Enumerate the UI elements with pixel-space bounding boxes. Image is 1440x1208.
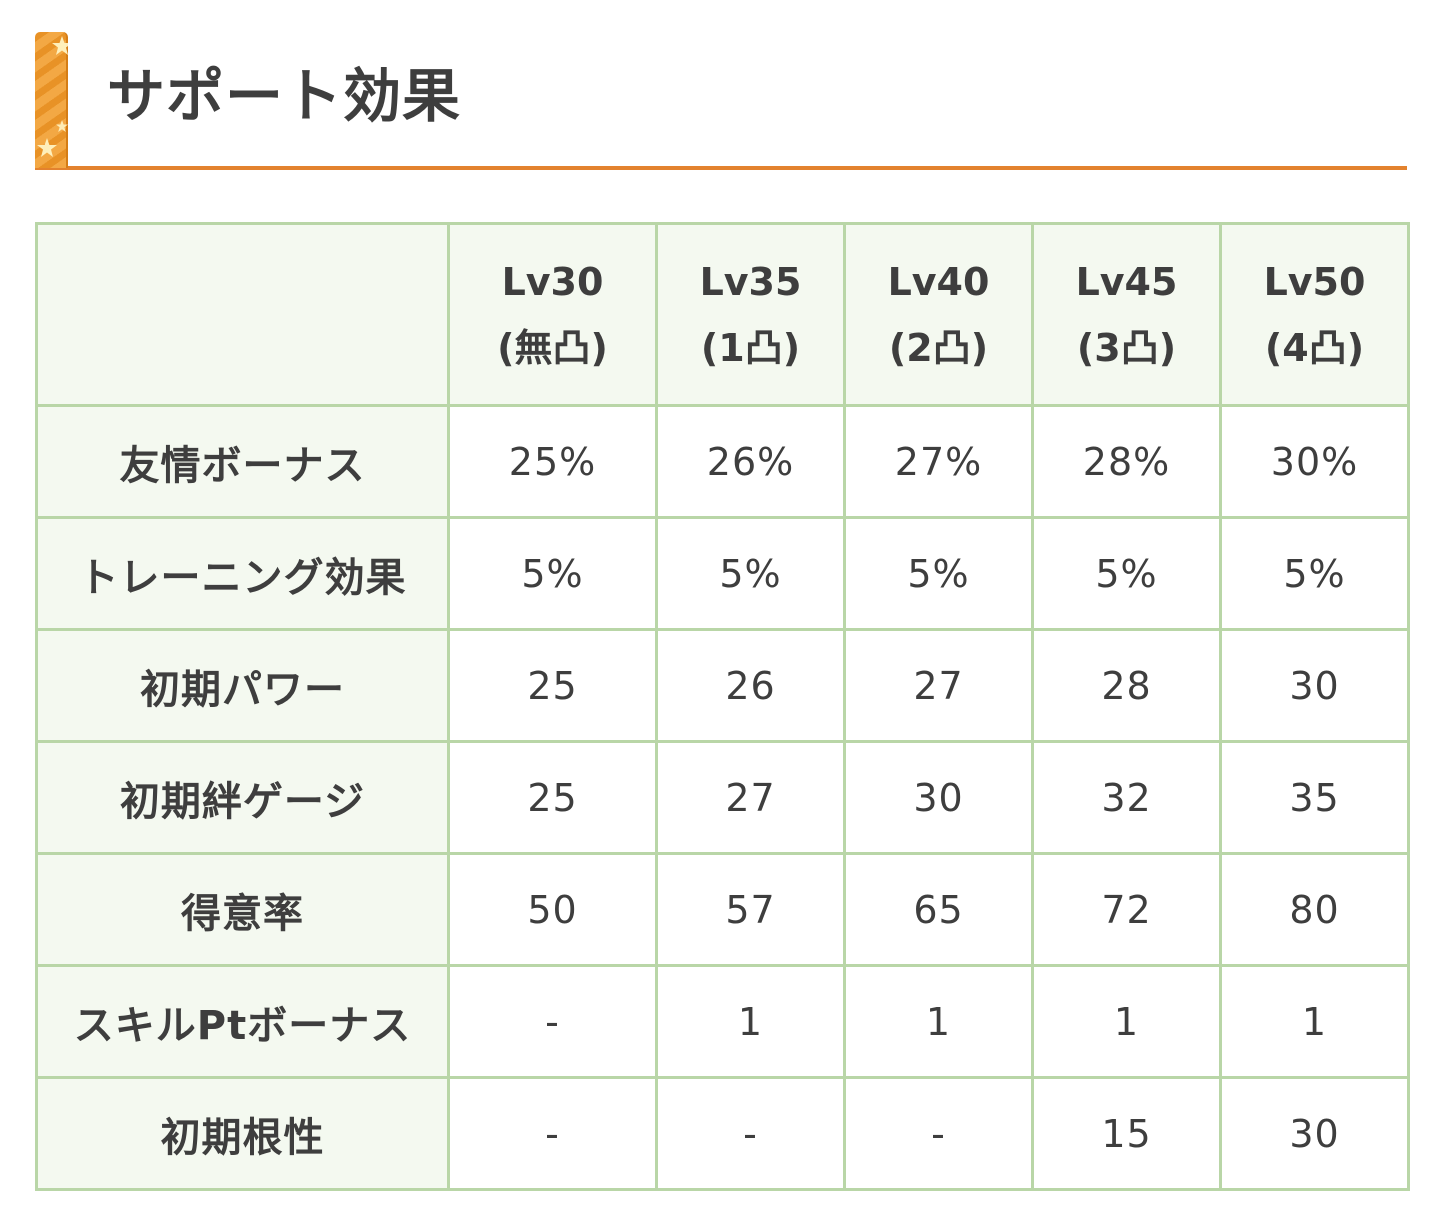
table-cell: 1 xyxy=(655,964,846,1079)
table-cell: 65 xyxy=(843,852,1034,967)
row-label: 初期パワー xyxy=(35,628,450,743)
table-row-friendship-bonus: 友情ボーナス 25% 26% 27% 28% 30% xyxy=(35,404,1410,519)
table-cell: 25 xyxy=(447,628,658,743)
column-limit: (3凸) xyxy=(1076,325,1177,370)
table-cell: 32 xyxy=(1031,740,1222,855)
table-cell: 72 xyxy=(1031,852,1222,967)
column-level: Lv50 xyxy=(1263,259,1366,304)
column-level: Lv40 xyxy=(887,259,990,304)
page-title: サポート効果 xyxy=(107,62,462,130)
star-decoration-icon xyxy=(37,36,68,157)
row-label: 得意率 xyxy=(35,852,450,967)
table-cell: 30 xyxy=(1219,1076,1410,1191)
column-limit: (1凸) xyxy=(700,325,801,370)
table-cell: 25% xyxy=(447,404,658,519)
section-heading: サポート効果 xyxy=(35,30,1407,170)
table-header-row: Lv30 (無凸) Lv35 (1凸) Lv40 (2凸) Lv45 (3凸) … xyxy=(35,222,1410,407)
table-cell: 50 xyxy=(447,852,658,967)
table-cell: 1 xyxy=(1219,964,1410,1079)
column-level: Lv30 xyxy=(501,259,604,304)
column-header-lv30: Lv30 (無凸) xyxy=(447,222,658,407)
table-cell: 1 xyxy=(1031,964,1222,1079)
row-label: トレーニング効果 xyxy=(35,516,450,631)
row-label: 初期絆ゲージ xyxy=(35,740,450,855)
row-label: スキルPtボーナス xyxy=(35,964,450,1079)
table-cell: 5% xyxy=(447,516,658,631)
row-label: 初期根性 xyxy=(35,1076,450,1191)
table-cell: 57 xyxy=(655,852,846,967)
column-header-lv50: Lv50 (4凸) xyxy=(1219,222,1410,407)
table-cell: 5% xyxy=(1219,516,1410,631)
column-header-lv45: Lv45 (3凸) xyxy=(1031,222,1222,407)
column-level: Lv45 xyxy=(1075,259,1178,304)
table-cell: - xyxy=(655,1076,846,1191)
table-cell: 15 xyxy=(1031,1076,1222,1191)
table-row-training-effect: トレーニング効果 5% 5% 5% 5% 5% xyxy=(35,516,1410,631)
row-label: 友情ボーナス xyxy=(35,404,450,519)
column-header-lv40: Lv40 (2凸) xyxy=(843,222,1034,407)
table-cell: 27% xyxy=(843,404,1034,519)
table-cell: 35 xyxy=(1219,740,1410,855)
table-cell: 28 xyxy=(1031,628,1222,743)
table-cell: - xyxy=(843,1076,1034,1191)
column-limit: (無凸) xyxy=(497,325,608,370)
table-row-initial-bond-gauge: 初期絆ゲージ 25 27 30 32 35 xyxy=(35,740,1410,855)
corner-header-cell xyxy=(35,222,450,407)
star-bar-icon xyxy=(35,32,68,168)
table-row-initial-guts: 初期根性 - - - 15 30 xyxy=(35,1076,1410,1191)
table-cell: 25 xyxy=(447,740,658,855)
table-cell: 80 xyxy=(1219,852,1410,967)
table-cell: 30 xyxy=(843,740,1034,855)
table-row-specialty-rate: 得意率 50 57 65 72 80 xyxy=(35,852,1410,967)
table-cell: 26% xyxy=(655,404,846,519)
table-row-skill-pt-bonus: スキルPtボーナス - 1 1 1 1 xyxy=(35,964,1410,1079)
column-limit: (4凸) xyxy=(1264,325,1365,370)
table-cell: 1 xyxy=(843,964,1034,1079)
table-cell: 27 xyxy=(655,740,846,855)
table-cell: - xyxy=(447,964,658,1079)
table-row-initial-power: 初期パワー 25 26 27 28 30 xyxy=(35,628,1410,743)
table-cell: 5% xyxy=(655,516,846,631)
column-limit: (2凸) xyxy=(888,325,989,370)
table-cell: 27 xyxy=(843,628,1034,743)
column-level: Lv35 xyxy=(699,259,802,304)
table-cell: 5% xyxy=(843,516,1034,631)
table-cell: 30 xyxy=(1219,628,1410,743)
table-cell: - xyxy=(447,1076,658,1191)
column-header-lv35: Lv35 (1凸) xyxy=(655,222,846,407)
support-effects-table: Lv30 (無凸) Lv35 (1凸) Lv40 (2凸) Lv45 (3凸) … xyxy=(35,222,1410,1191)
table-cell: 28% xyxy=(1031,404,1222,519)
table-cell: 30% xyxy=(1219,404,1410,519)
table-cell: 26 xyxy=(655,628,846,743)
table-cell: 5% xyxy=(1031,516,1222,631)
